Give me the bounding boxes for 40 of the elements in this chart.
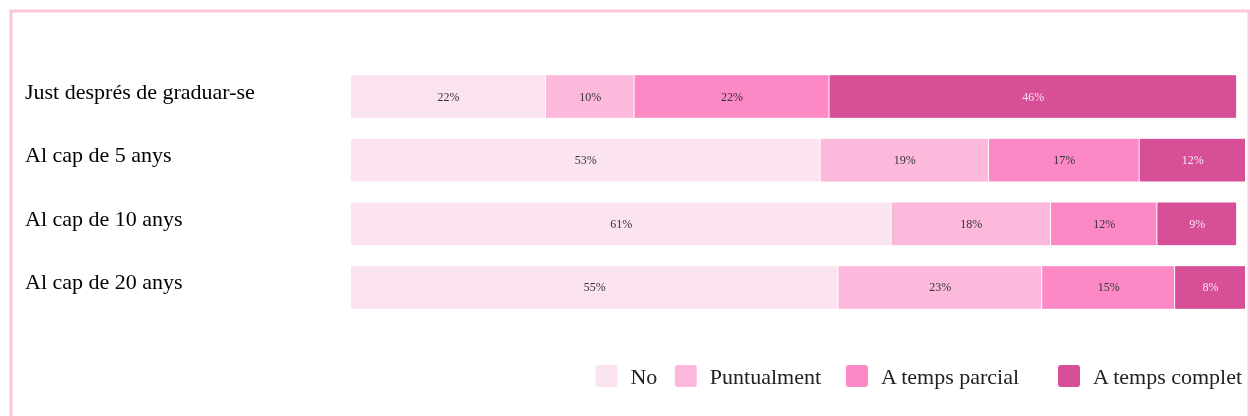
y-tick-label: Al cap de 5 anys — [25, 142, 172, 168]
data-label: 23% — [929, 280, 952, 295]
y-tick-label: Al cap de 10 anys — [25, 205, 183, 231]
data-label: 46% — [1022, 89, 1045, 104]
data-label: 18% — [960, 216, 983, 231]
bar — [634, 75, 829, 118]
data-label: 19% — [893, 153, 916, 168]
data-label: 22% — [721, 89, 744, 104]
y-tick-label: Al cap de 20 anys — [25, 269, 183, 295]
data-label: 53% — [574, 153, 597, 168]
bar — [351, 266, 838, 309]
data-label: 12% — [1181, 153, 1204, 168]
data-label: 9% — [1189, 216, 1206, 231]
bar — [1139, 138, 1245, 182]
bar — [351, 202, 891, 246]
bar — [829, 75, 1237, 118]
data-label: 10% — [579, 89, 602, 104]
data-label: 22% — [437, 89, 460, 104]
legend-label: A temps parcial — [881, 364, 1020, 389]
data-label: 61% — [610, 216, 633, 231]
bar — [820, 138, 989, 182]
data-label: 15% — [1097, 280, 1120, 295]
bar — [891, 202, 1051, 246]
bar — [351, 138, 820, 182]
data-label: 8% — [1202, 280, 1219, 295]
data-label: 17% — [1053, 153, 1076, 168]
bar — [1051, 202, 1157, 246]
legend-label: A temps complet — [1093, 364, 1243, 389]
bar — [1175, 266, 1245, 309]
data-label: 55% — [583, 280, 606, 295]
bar — [838, 266, 1042, 309]
bar — [351, 75, 545, 118]
bar — [545, 75, 634, 118]
y-tick-label: Just després de graduar-se — [25, 78, 255, 104]
legend-label: Puntualment — [709, 364, 822, 389]
bar — [1042, 266, 1175, 309]
legend-label: No — [630, 364, 658, 389]
bar — [1157, 202, 1237, 246]
data-label: 12% — [1093, 216, 1116, 231]
bar — [989, 138, 1139, 182]
